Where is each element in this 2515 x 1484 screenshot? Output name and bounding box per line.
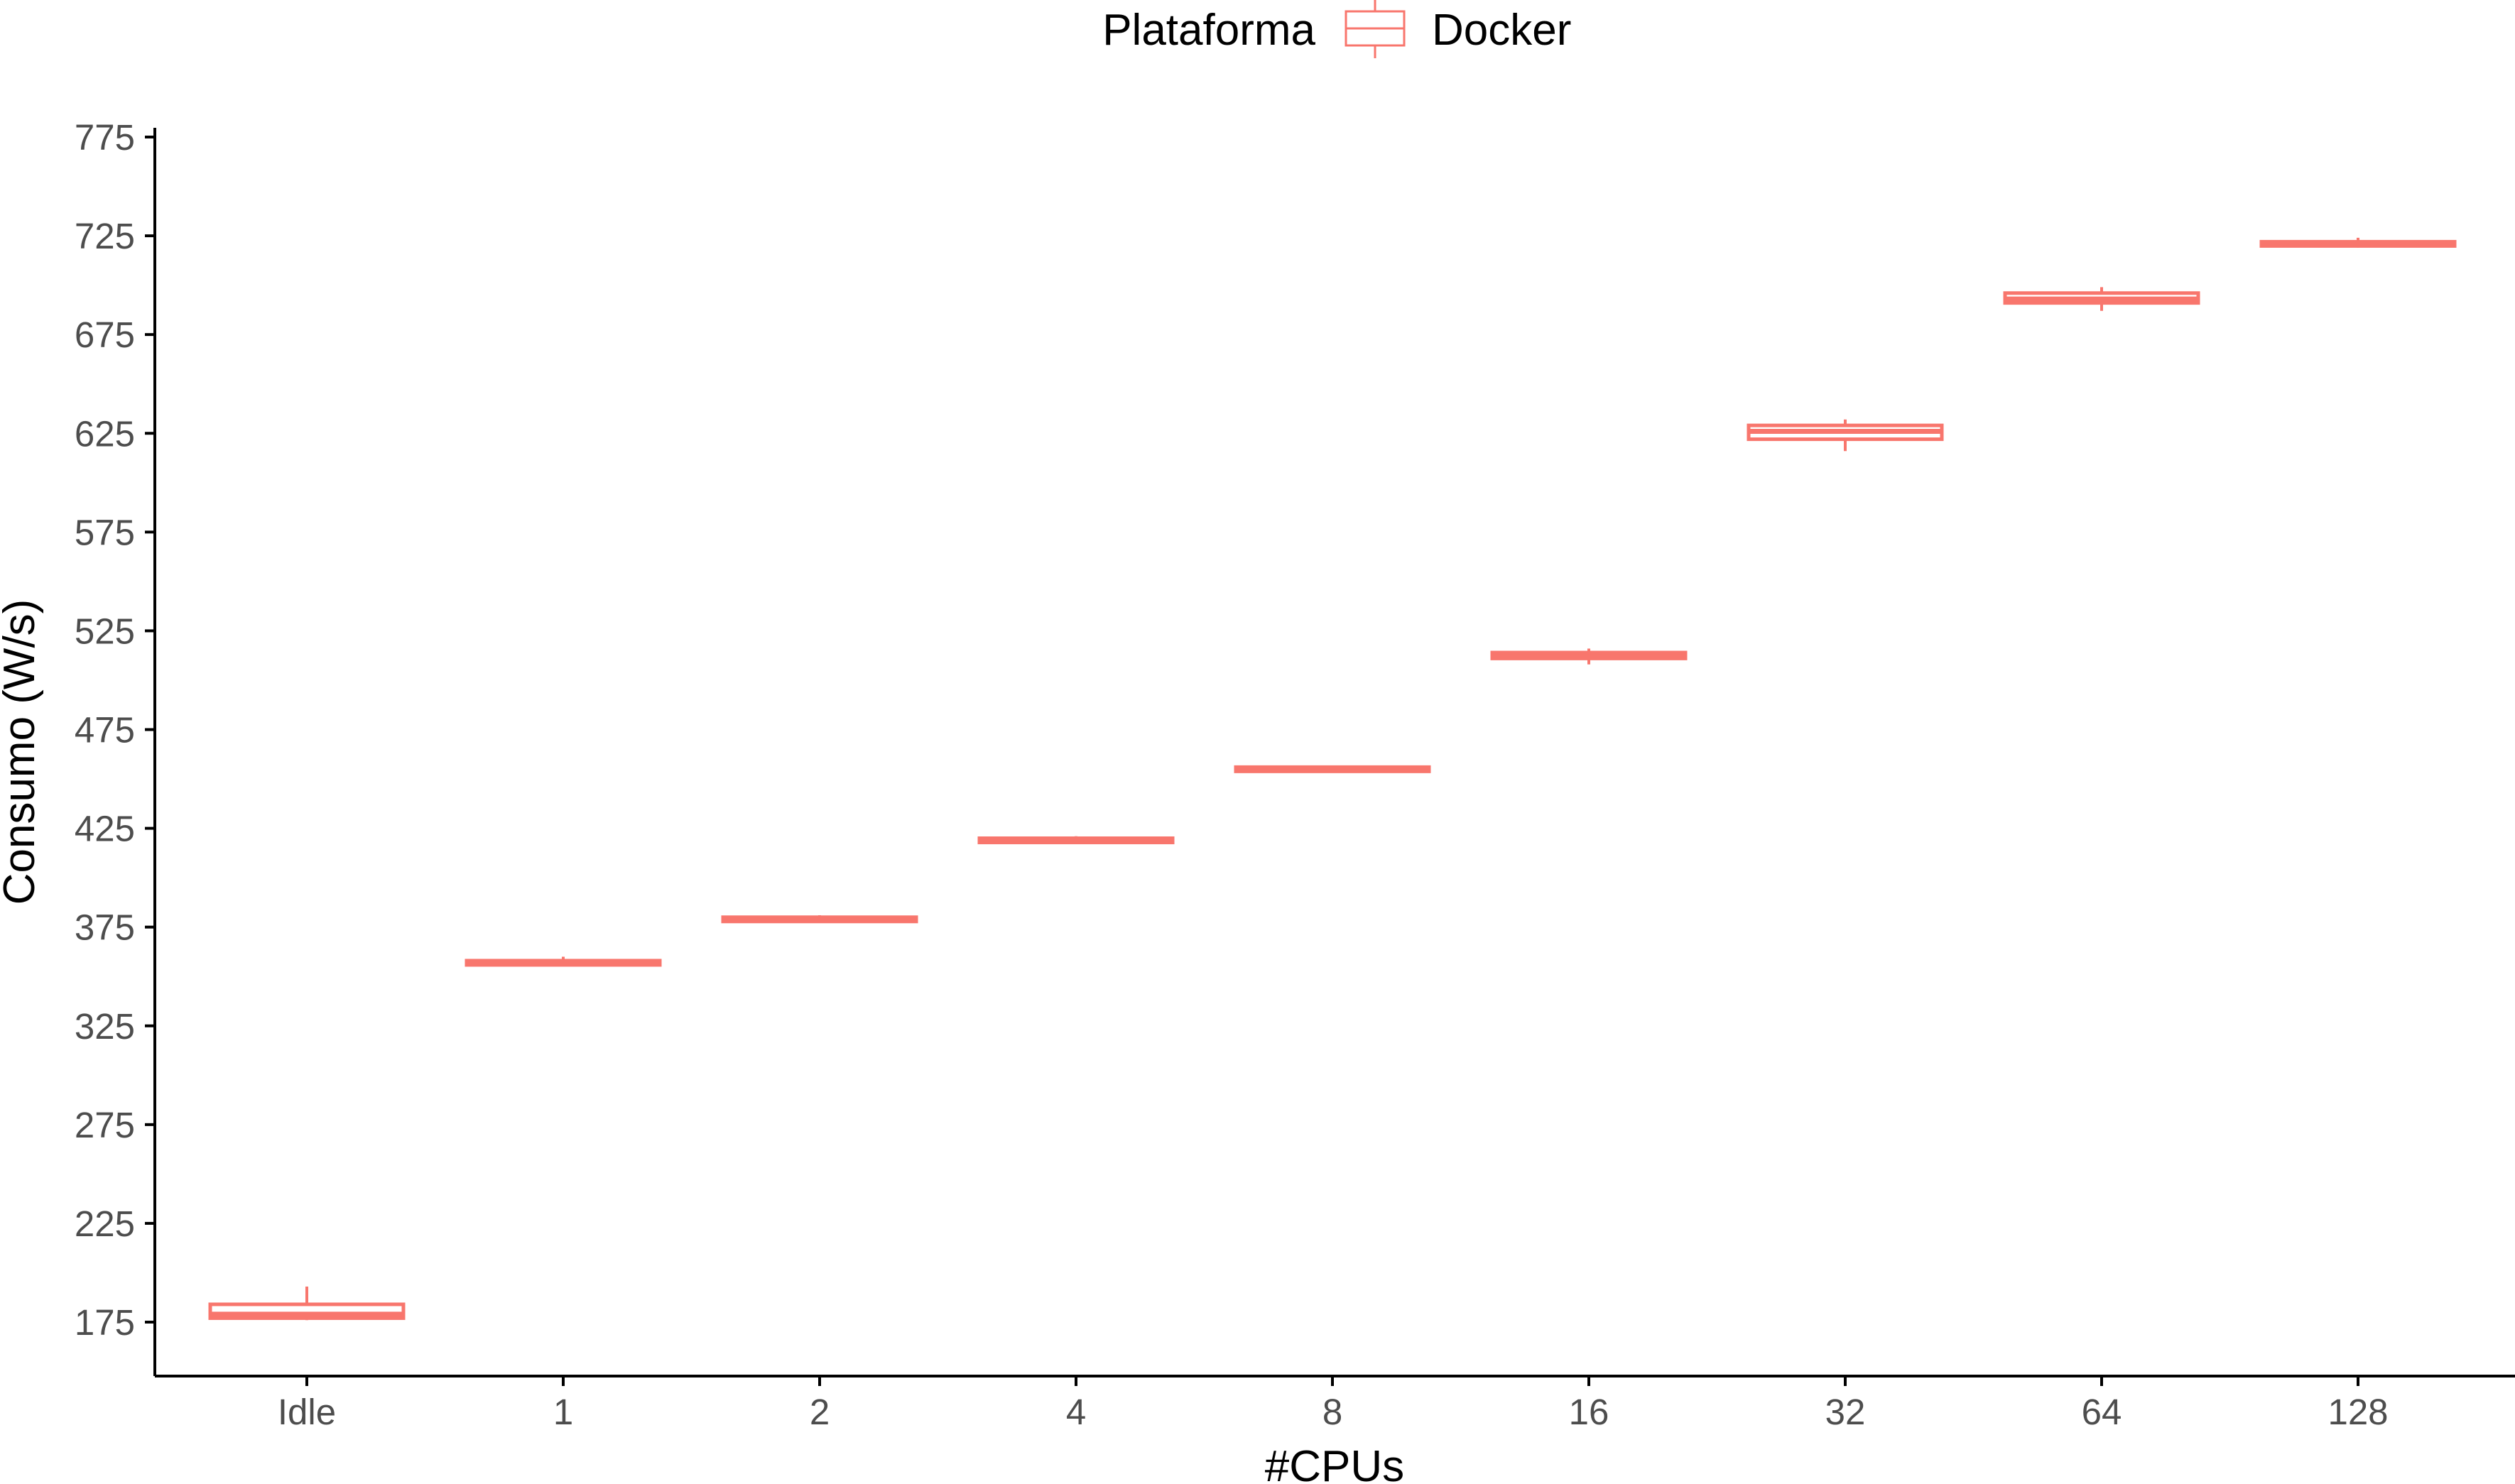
box-2 bbox=[721, 915, 918, 924]
box-64 bbox=[2003, 287, 2200, 311]
box-32 bbox=[1747, 419, 1944, 452]
legend: Plataforma Docker bbox=[1102, 0, 1571, 58]
legend-title: Plataforma bbox=[1102, 6, 1315, 55]
y-tick-label: 225 bbox=[75, 1204, 135, 1244]
x-tick-label: 1 bbox=[553, 1392, 573, 1432]
box-128 bbox=[2259, 237, 2457, 248]
y-tick-label: 375 bbox=[75, 907, 135, 948]
y-tick-label: 525 bbox=[75, 611, 135, 651]
y-axis-title: Consumo (W/s) bbox=[0, 599, 44, 905]
box-Idle bbox=[208, 1286, 406, 1321]
y-tick-label: 475 bbox=[75, 710, 135, 751]
y-tick-label: 325 bbox=[75, 1006, 135, 1047]
legend-key-icon bbox=[1345, 0, 1406, 58]
x-tick-label: 4 bbox=[1066, 1392, 1086, 1432]
x-tick-label: 8 bbox=[1322, 1392, 1342, 1432]
plot-area bbox=[208, 237, 2457, 1321]
x-tick-label: 32 bbox=[1825, 1392, 1866, 1432]
y-tick-label: 775 bbox=[75, 117, 135, 158]
x-axis-title: #CPUs bbox=[1265, 1442, 1404, 1484]
y-axis: 175 225 275 325 375 425 475 525 575 625 675 725 775 bbox=[75, 117, 156, 1376]
y-tick-label: 275 bbox=[75, 1105, 135, 1145]
x-tick-label: 16 bbox=[1569, 1392, 1609, 1432]
x-tick-label: Idle bbox=[278, 1392, 336, 1432]
x-tick-label: 2 bbox=[810, 1392, 830, 1432]
y-tick-label: 575 bbox=[75, 512, 135, 552]
legend-entry-docker: Docker bbox=[1432, 6, 1571, 55]
x-tick-label: 64 bbox=[2082, 1392, 2122, 1432]
y-tick-label: 425 bbox=[75, 809, 135, 849]
y-tick-label: 675 bbox=[75, 315, 135, 355]
box-4 bbox=[977, 836, 1175, 844]
x-tick-label: 128 bbox=[2327, 1392, 2388, 1432]
box-8 bbox=[1234, 765, 1431, 773]
box-16 bbox=[1490, 648, 1688, 665]
x-axis: Idle 1 2 4 8 16 32 64 128 bbox=[155, 1375, 2515, 1432]
y-tick-label: 175 bbox=[75, 1302, 135, 1343]
y-tick-label: 625 bbox=[75, 413, 135, 454]
box-1 bbox=[465, 956, 662, 967]
y-tick-label: 725 bbox=[75, 216, 135, 256]
